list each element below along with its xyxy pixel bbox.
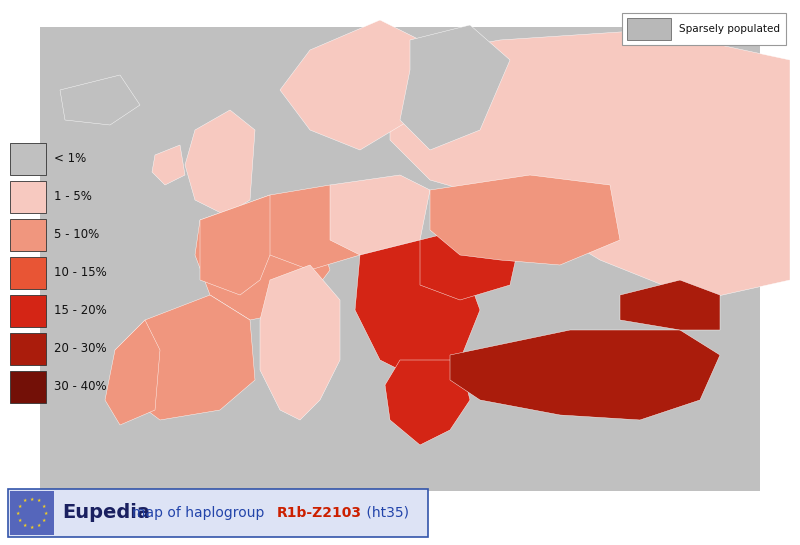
Text: ★: ★ bbox=[23, 498, 27, 504]
Bar bbox=[8, 489, 428, 537]
Polygon shape bbox=[195, 195, 330, 320]
Polygon shape bbox=[450, 330, 720, 420]
Polygon shape bbox=[385, 360, 470, 445]
Text: map of haplogroup: map of haplogroup bbox=[132, 506, 269, 520]
Polygon shape bbox=[280, 20, 420, 150]
Text: ★: ★ bbox=[23, 523, 27, 528]
Bar bbox=[10, 257, 46, 289]
Text: (ht35): (ht35) bbox=[362, 506, 409, 520]
Text: ★: ★ bbox=[16, 511, 20, 516]
Text: 30 - 40%: 30 - 40% bbox=[54, 380, 106, 393]
Polygon shape bbox=[620, 280, 720, 330]
Text: 10 - 15%: 10 - 15% bbox=[54, 267, 106, 280]
Polygon shape bbox=[60, 75, 140, 125]
Text: ★: ★ bbox=[42, 504, 46, 508]
Text: ★: ★ bbox=[30, 524, 34, 530]
Polygon shape bbox=[390, 30, 790, 300]
Text: ★: ★ bbox=[42, 518, 46, 523]
Polygon shape bbox=[115, 295, 255, 420]
Text: 5 - 10%: 5 - 10% bbox=[54, 228, 99, 241]
Bar bbox=[10, 295, 46, 327]
Text: 1 - 5%: 1 - 5% bbox=[54, 191, 92, 203]
Bar bbox=[10, 491, 54, 535]
Polygon shape bbox=[40, 27, 760, 490]
Text: ★: ★ bbox=[44, 511, 48, 516]
Bar bbox=[622, 13, 786, 45]
Bar bbox=[627, 18, 671, 40]
Text: ★: ★ bbox=[18, 504, 22, 508]
Text: 20 - 30%: 20 - 30% bbox=[54, 342, 106, 355]
Polygon shape bbox=[152, 145, 185, 185]
Polygon shape bbox=[185, 110, 255, 215]
Polygon shape bbox=[255, 185, 365, 270]
Text: Eupedia: Eupedia bbox=[62, 504, 150, 523]
Polygon shape bbox=[105, 320, 160, 425]
Text: < 1%: < 1% bbox=[54, 153, 86, 166]
Text: ★: ★ bbox=[30, 496, 34, 501]
Bar bbox=[10, 371, 46, 403]
Text: ★: ★ bbox=[18, 518, 22, 523]
Polygon shape bbox=[420, 225, 520, 300]
Bar bbox=[10, 143, 46, 175]
Polygon shape bbox=[260, 265, 340, 420]
Text: ★: ★ bbox=[37, 498, 41, 504]
Bar bbox=[10, 181, 46, 213]
Polygon shape bbox=[330, 175, 430, 255]
Bar bbox=[10, 219, 46, 251]
Text: Sparsely populated: Sparsely populated bbox=[679, 24, 780, 34]
Bar bbox=[10, 333, 46, 365]
Polygon shape bbox=[400, 25, 510, 150]
Polygon shape bbox=[355, 240, 480, 380]
Polygon shape bbox=[430, 175, 620, 265]
Text: R1b-Z2103: R1b-Z2103 bbox=[277, 506, 362, 520]
Text: ★: ★ bbox=[37, 523, 41, 528]
Polygon shape bbox=[200, 195, 270, 295]
Text: 15 - 20%: 15 - 20% bbox=[54, 305, 106, 318]
